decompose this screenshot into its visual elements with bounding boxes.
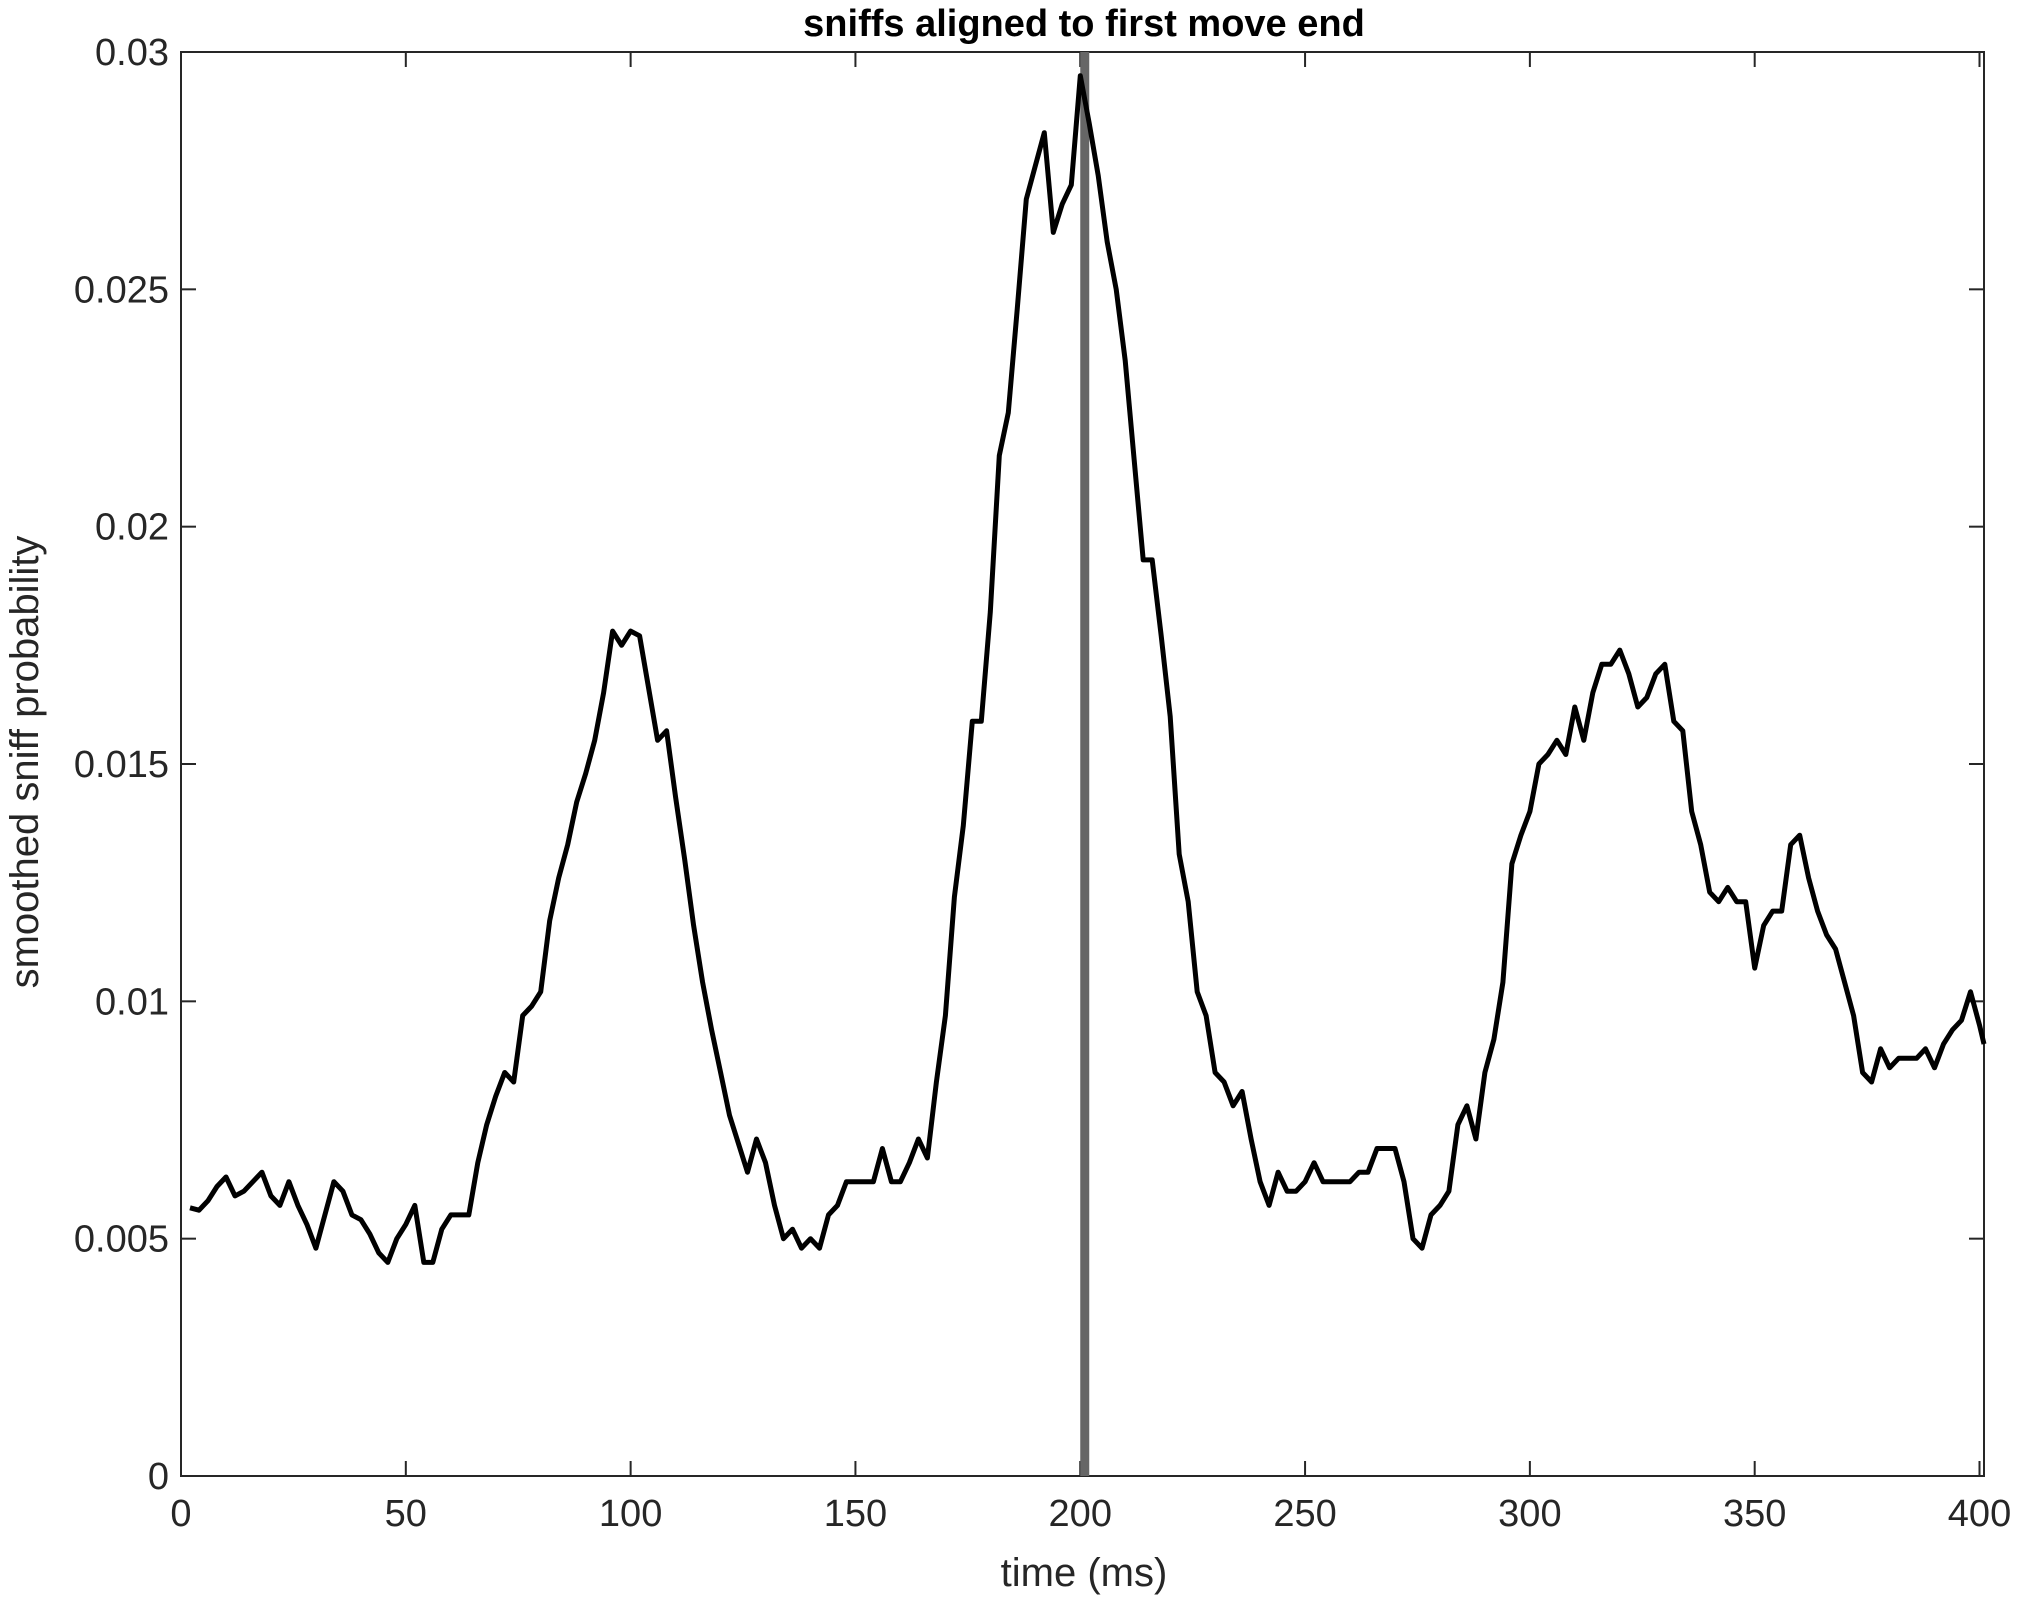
y-tick-label: 0.01 <box>95 981 169 1023</box>
x-tick-label: 50 <box>385 1493 427 1535</box>
x-tick-label: 0 <box>170 1493 191 1535</box>
chart-title: sniffs aligned to first move end <box>803 3 1365 45</box>
y-tick-label: 0.03 <box>95 32 169 74</box>
x-axis-label: time (ms) <box>1001 1551 1168 1595</box>
x-tick-label: 150 <box>824 1493 887 1535</box>
y-axis: 0 0.005 0.01 0.015 0.02 0.025 0.03 <box>74 32 1984 1498</box>
y-tick-label: 0.02 <box>95 507 169 549</box>
data-series-line <box>189 73 1987 1265</box>
y-tick-label: 0.005 <box>74 1219 169 1261</box>
x-tick-label: 100 <box>599 1493 662 1535</box>
x-tick-label: 250 <box>1273 1493 1336 1535</box>
y-tick-label: 0.015 <box>74 744 169 786</box>
y-tick-label: 0 <box>148 1456 169 1498</box>
x-tick-label: 200 <box>1049 1493 1112 1535</box>
y-axis-label: smoothed sniff probability <box>3 536 47 989</box>
x-tick-label: 350 <box>1723 1493 1786 1535</box>
x-axis: 0 50 100 150 200 250 300 350 400 <box>170 52 2011 1535</box>
y-tick-label: 0.025 <box>74 269 169 311</box>
x-tick-label: 300 <box>1498 1493 1561 1535</box>
x-tick-label: 400 <box>1948 1493 2011 1535</box>
